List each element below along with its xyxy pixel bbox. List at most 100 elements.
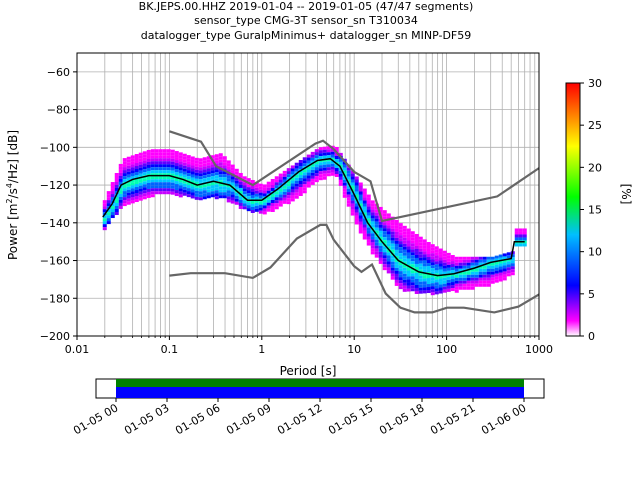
density-cell [478, 271, 483, 275]
density-cell [154, 170, 159, 174]
density-cell [510, 257, 515, 261]
density-cell [214, 187, 219, 191]
density-cell [158, 179, 163, 183]
density-cell [502, 256, 507, 260]
density-cell [382, 252, 387, 256]
density-cell [170, 185, 175, 189]
density-cell [318, 174, 323, 178]
density-cell [422, 254, 427, 258]
density-cell [422, 242, 427, 246]
density-cell [502, 253, 507, 257]
density-cell [442, 265, 447, 269]
density-cell [150, 188, 155, 192]
density-cell [154, 152, 159, 156]
density-cell [386, 258, 391, 262]
density-cell [390, 261, 395, 265]
density-cell [214, 190, 219, 194]
density-cell [434, 288, 439, 292]
density-cell [410, 273, 415, 277]
density-cell [138, 182, 143, 186]
density-cell [398, 271, 403, 275]
density-cell [482, 280, 487, 284]
density-cell [370, 200, 375, 204]
density-cell [254, 205, 259, 209]
density-cell [434, 264, 439, 268]
density-cell [338, 158, 343, 162]
density-cell [334, 168, 339, 172]
density-cell [206, 183, 211, 187]
density-cell [266, 181, 271, 185]
density-cell [274, 179, 279, 183]
density-cell [322, 173, 327, 177]
density-cell [358, 230, 363, 234]
density-cell [126, 189, 131, 193]
density-cell [266, 187, 271, 191]
low-noise-model-line [169, 223, 539, 314]
density-cell [122, 173, 127, 177]
density-cell [434, 270, 439, 274]
density-cell [138, 152, 143, 156]
density-cell [470, 259, 475, 263]
density-cell [374, 230, 379, 234]
density-cell [338, 173, 343, 177]
density-cell [254, 193, 259, 197]
density-cell [358, 224, 363, 228]
density-cell [398, 274, 403, 278]
density-cell [398, 262, 403, 266]
density-cell [422, 248, 427, 252]
x-tick-label: 10 [347, 343, 361, 356]
density-cell [178, 158, 183, 162]
density-cell [138, 194, 143, 198]
density-cell [130, 194, 135, 198]
density-cell [418, 239, 423, 243]
density-cell [334, 156, 339, 160]
timeline-tick-label: 01-05 03 [122, 401, 171, 437]
density-cell [414, 272, 419, 276]
density-cell [122, 170, 127, 174]
density-cell [358, 209, 363, 213]
density-cell [194, 187, 199, 191]
density-cell [346, 173, 351, 177]
density-cell [314, 149, 319, 153]
density-cell [238, 196, 243, 200]
density-cell [158, 182, 163, 186]
density-cell [214, 169, 219, 173]
density-cell [206, 189, 211, 193]
plot-area: 0.01 0.1 1 10 100 1000 −60 −80 −100 −120 −140 −160… [5, 52, 553, 378]
density-cell [102, 218, 107, 222]
timeline-tick-label: 01-05 06 [173, 401, 222, 437]
density-cell [490, 274, 495, 278]
density-cell [230, 188, 235, 192]
density-cell [402, 249, 407, 253]
density-cell [206, 177, 211, 181]
density-cell [246, 196, 251, 200]
density-cell [230, 179, 235, 183]
density-cell [294, 168, 299, 172]
density-cell [378, 209, 383, 213]
density-cell [354, 203, 359, 207]
density-cell [270, 196, 275, 200]
density-cell [222, 195, 227, 199]
density-cell [190, 156, 195, 160]
density-cell [234, 180, 239, 184]
density-cell [434, 246, 439, 250]
density-cell [330, 157, 335, 161]
density-cell [506, 273, 511, 277]
density-cell [222, 183, 227, 187]
density-cell [198, 161, 203, 165]
density-cell [134, 181, 139, 185]
density-cell [486, 274, 491, 278]
density-cell [474, 262, 479, 266]
density-cell [230, 170, 235, 174]
density-cell [478, 259, 483, 263]
density-cell [462, 280, 467, 284]
density-cell [150, 185, 155, 189]
y-axis-ticks: −60 −80 −100 −120 −140 −160 −180 −200 [40, 66, 77, 343]
density-cell [506, 255, 511, 259]
density-cell [198, 170, 203, 174]
density-cell [290, 165, 295, 169]
density-cell [294, 174, 299, 178]
density-cell [434, 285, 439, 289]
density-cell [298, 174, 303, 178]
density-cell [238, 178, 243, 182]
